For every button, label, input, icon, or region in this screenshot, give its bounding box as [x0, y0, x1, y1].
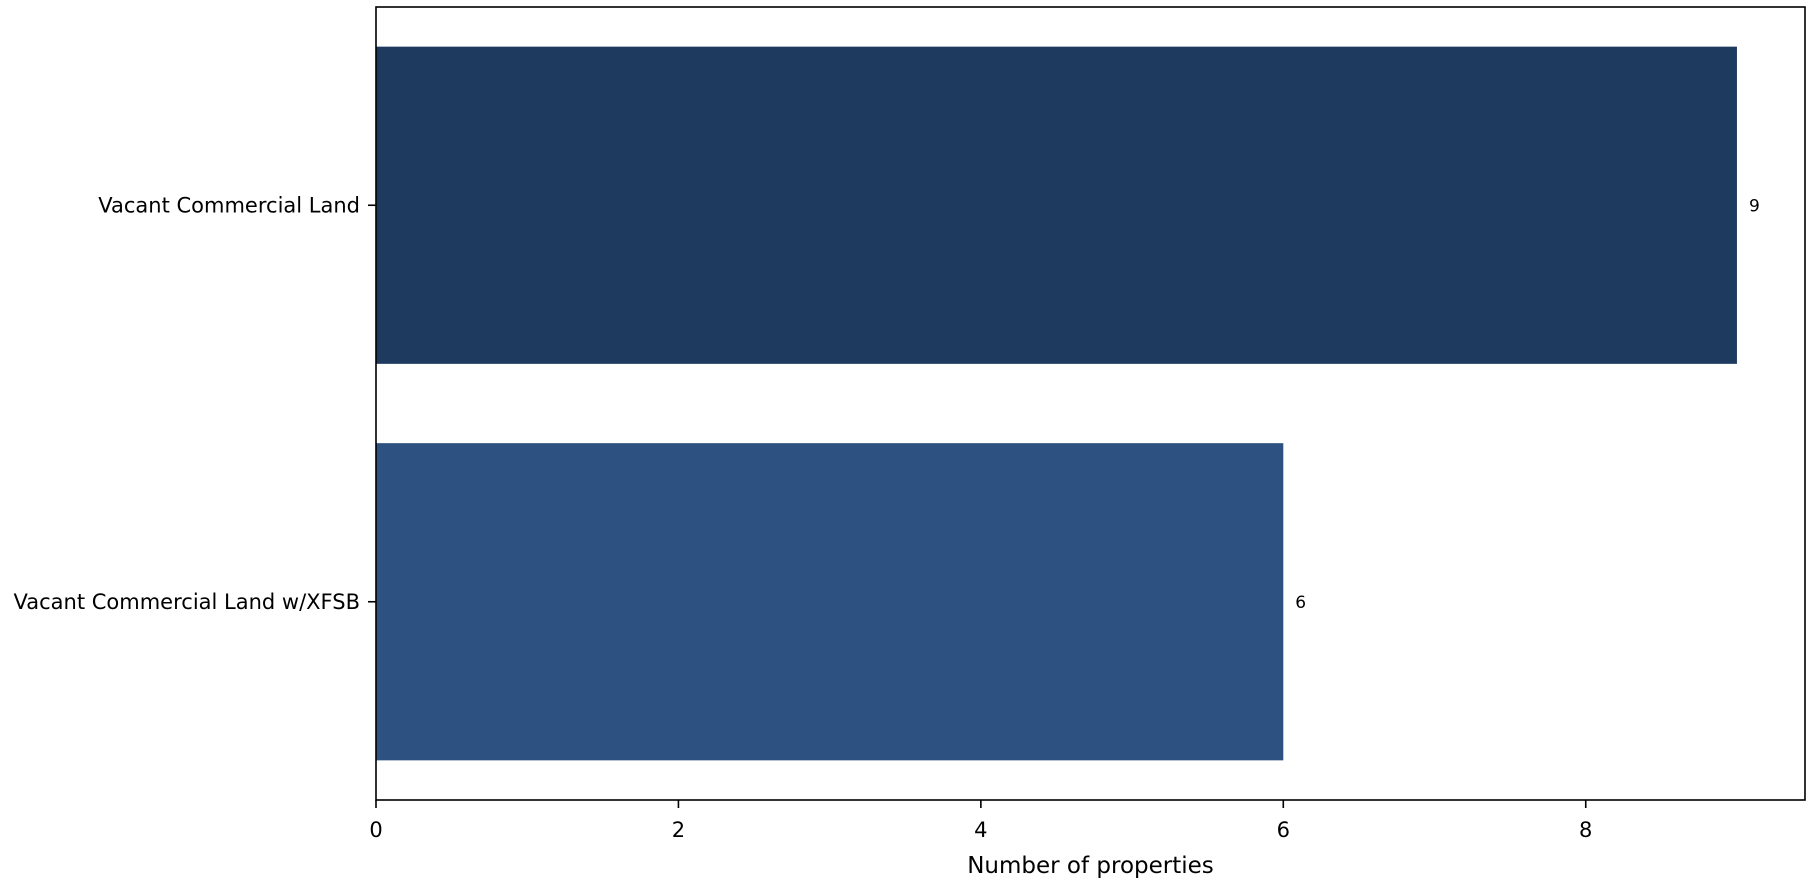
- x-tick-label: 2: [672, 818, 685, 842]
- y-axis: Vacant Commercial Land Vacant Commercial …: [14, 193, 376, 614]
- x-axis-label: Number of properties: [967, 853, 1214, 879]
- y-tick-label: Vacant Commercial Land w/XFSB: [14, 590, 360, 614]
- bar-value-label: 6: [1295, 593, 1306, 613]
- x-tick-label: 0: [369, 818, 382, 842]
- bar: [376, 443, 1284, 761]
- plot-frame: [375, 6, 1806, 801]
- bars-group: [376, 46, 1737, 761]
- bar: [376, 46, 1737, 364]
- x-tick-label: 8: [1579, 818, 1592, 842]
- bar-value-labels: 96: [1295, 196, 1759, 613]
- x-axis: 0 2 4 6 8: [369, 800, 1592, 842]
- x-tick-label: 4: [974, 818, 987, 842]
- y-tick-label: Vacant Commercial Land: [98, 193, 360, 217]
- x-tick-label: 6: [1277, 818, 1290, 842]
- bar-value-label: 9: [1749, 196, 1760, 216]
